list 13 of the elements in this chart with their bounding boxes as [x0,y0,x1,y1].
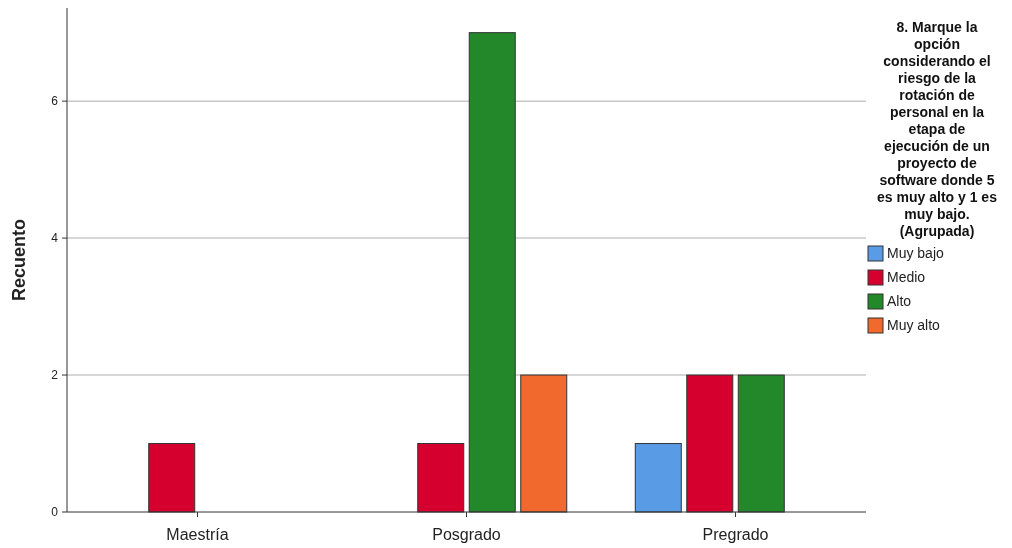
x-tick-label: Pregrado [702,526,769,543]
legend-label: Medio [887,268,926,285]
legend-label: Alto [887,292,912,309]
text: 8. Marque la opción considerando el riesgo de la rotación de personal en la etapa de ejecución de un proyecto de software donde 5 es muy alto y 1 es muy bajo. (Agrupada) [877,19,997,239]
y-axis-title: Recuento [9,218,29,302]
y-tick-label: 2 [51,368,59,383]
y-tick-label: 4 [51,231,59,246]
y-tick-label: 0 [51,505,59,520]
legend-label: Muy alto [887,316,941,333]
legend-label: Muy bajo [887,244,945,261]
y-tick-label: 6 [51,94,59,109]
x-tick-label: Maestría [166,526,229,543]
x-tick-label: Posgrado [432,526,501,543]
